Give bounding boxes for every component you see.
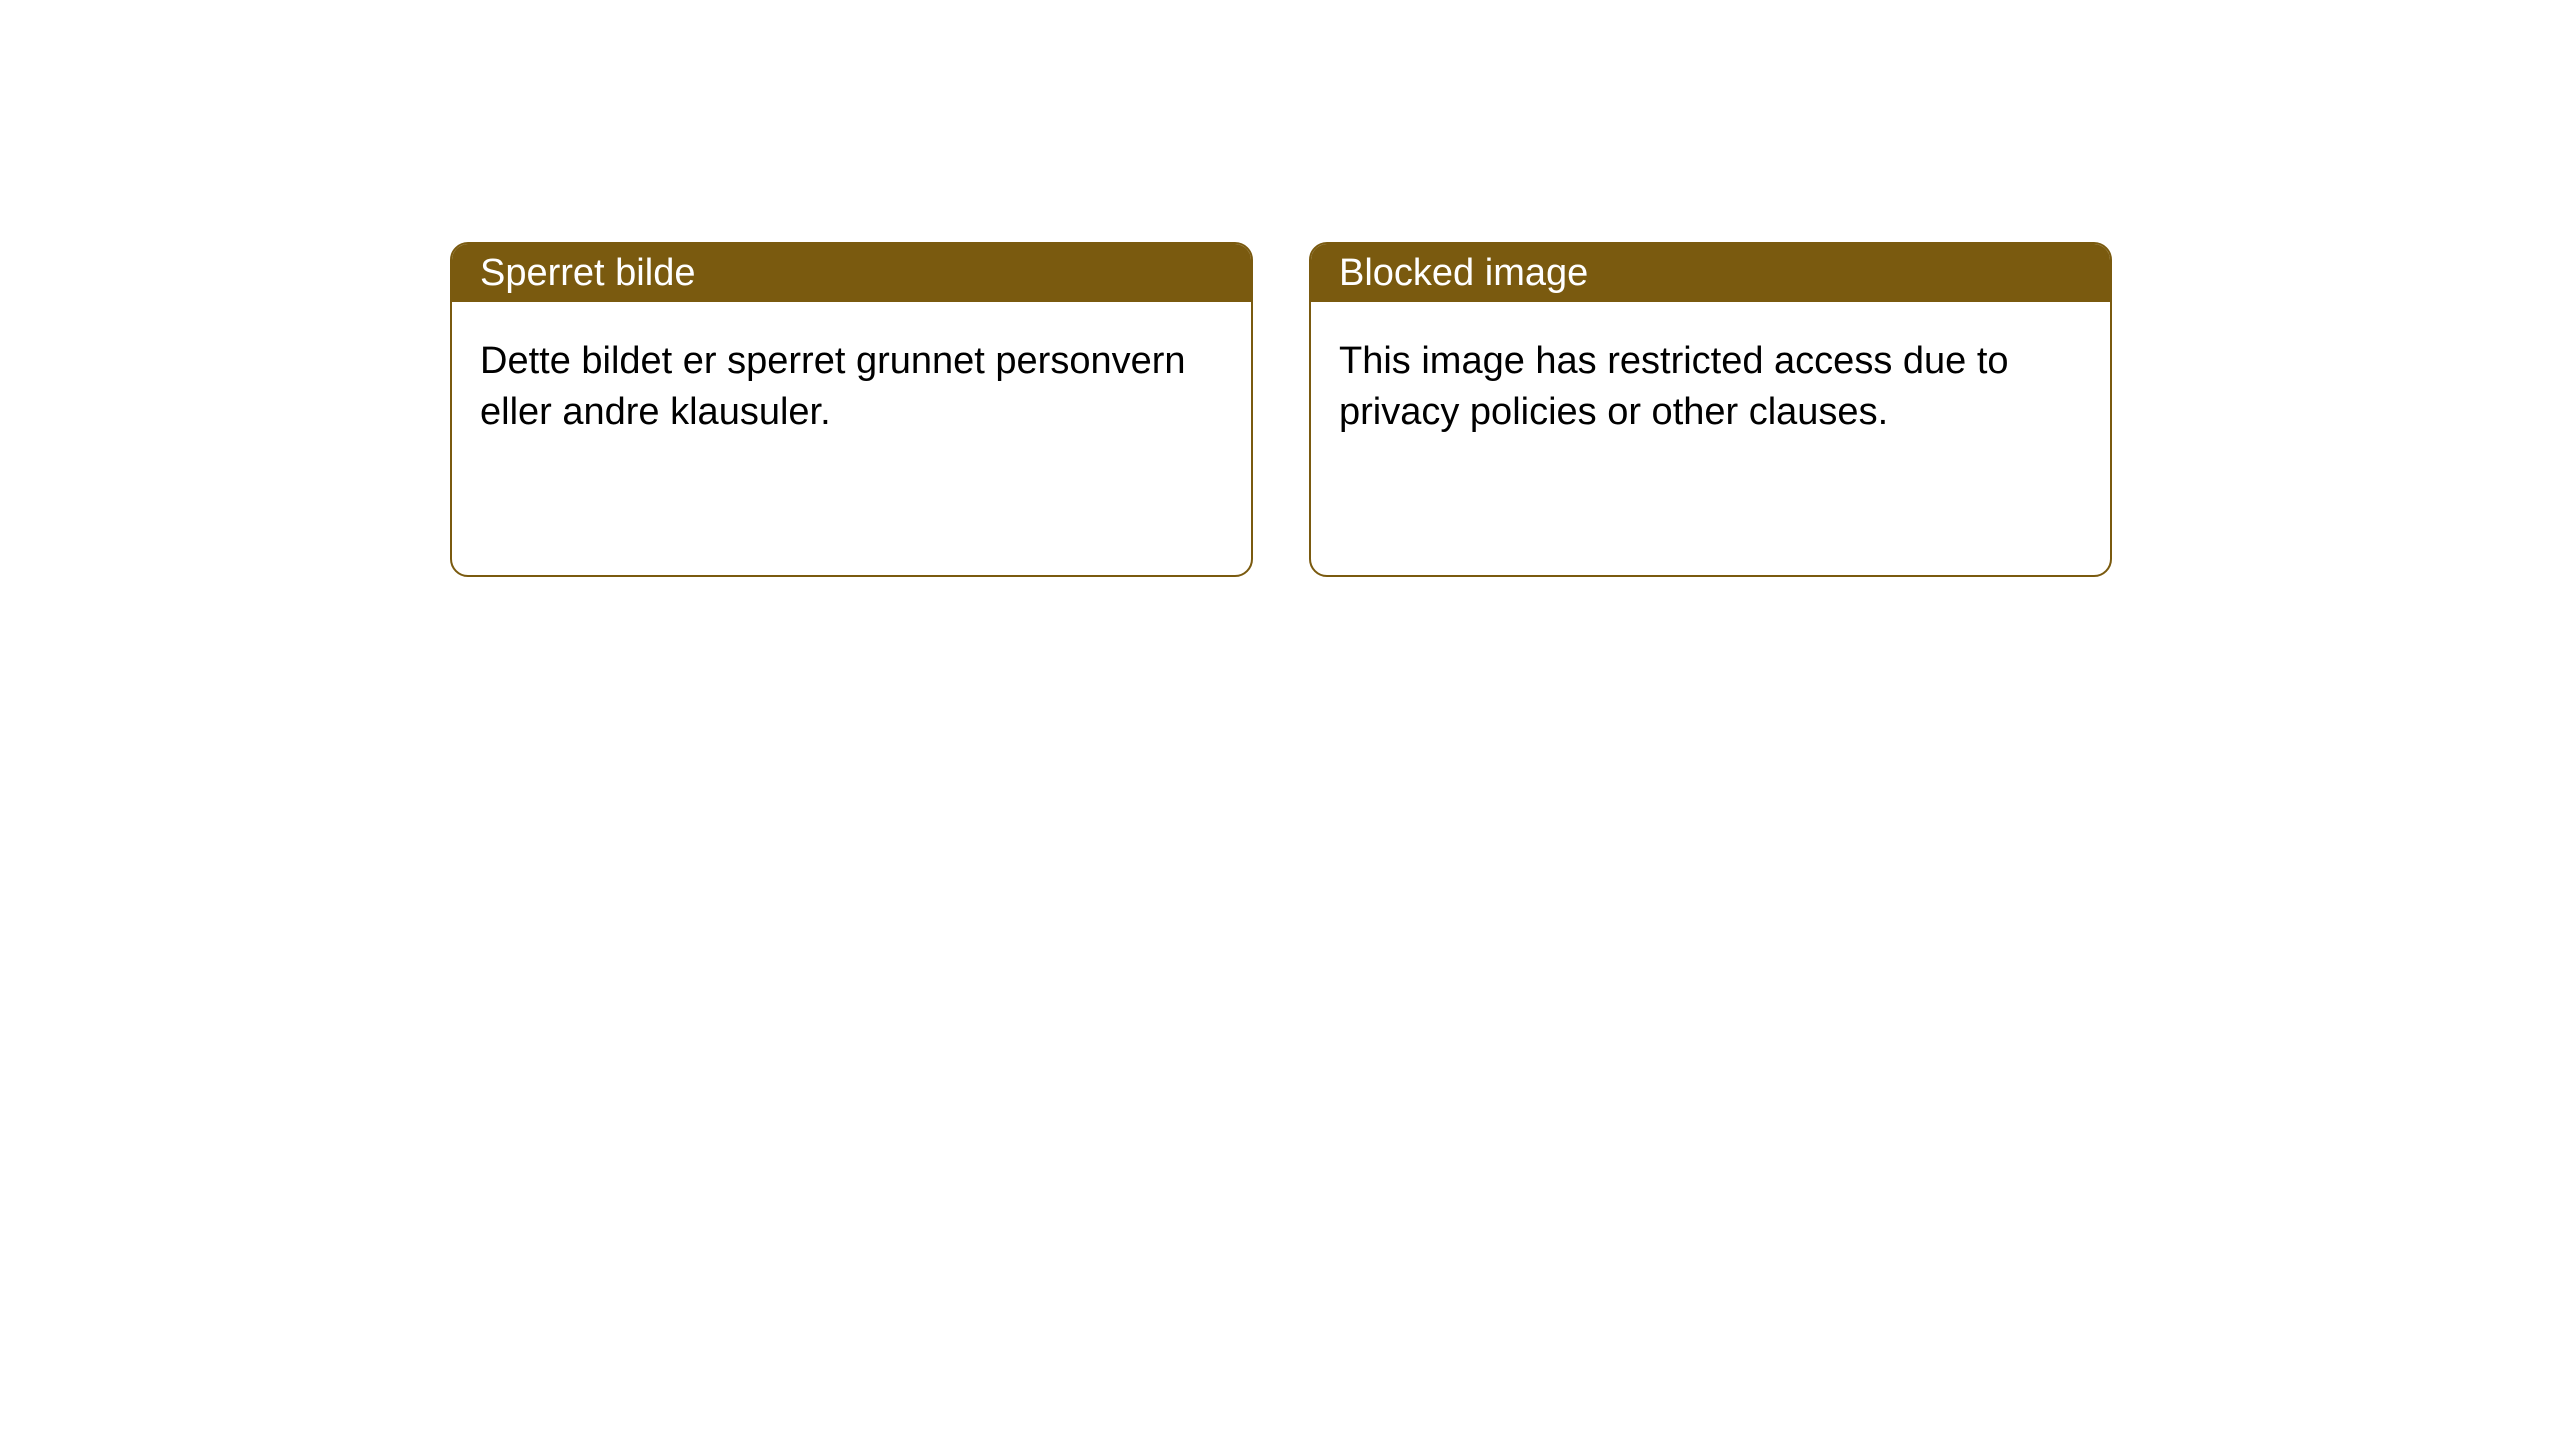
notice-container: Sperret bilde Dette bildet er sperret gr… <box>450 242 2112 577</box>
notice-header: Sperret bilde <box>452 244 1251 302</box>
notice-body: Dette bildet er sperret grunnet personve… <box>452 302 1251 473</box>
notice-body: This image has restricted access due to … <box>1311 302 2110 473</box>
notice-box-english: Blocked image This image has restricted … <box>1309 242 2112 577</box>
notice-box-norwegian: Sperret bilde Dette bildet er sperret gr… <box>450 242 1253 577</box>
notice-header: Blocked image <box>1311 244 2110 302</box>
